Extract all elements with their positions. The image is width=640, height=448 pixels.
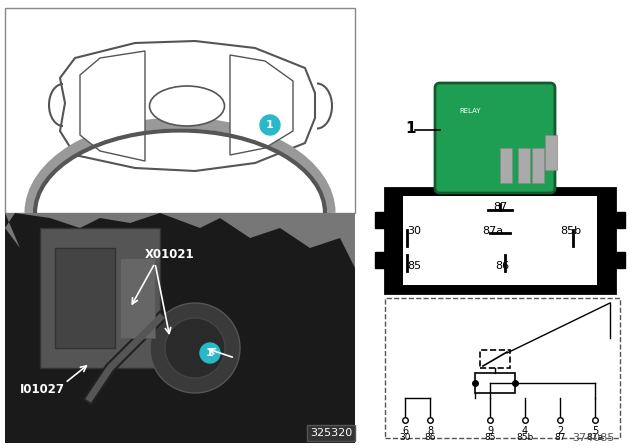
Text: 85: 85 (484, 433, 496, 442)
Bar (375, 252, 393, 268)
Bar (385, 188, 615, 293)
Bar (475, 373, 515, 393)
Bar (532, 148, 544, 183)
Text: X01021: X01021 (145, 248, 195, 261)
Text: 87a: 87a (482, 226, 503, 236)
Bar (480, 350, 510, 368)
Text: RELAY: RELAY (459, 108, 481, 114)
Text: 87a: 87a (586, 433, 604, 442)
Ellipse shape (150, 86, 225, 126)
Text: 4: 4 (522, 426, 528, 436)
Circle shape (260, 115, 280, 135)
Text: 86: 86 (424, 433, 436, 442)
Circle shape (150, 303, 240, 393)
Text: 87: 87 (554, 433, 566, 442)
Circle shape (200, 343, 220, 363)
Text: 6: 6 (402, 426, 408, 436)
Bar (385, 298, 620, 438)
Circle shape (165, 318, 225, 378)
Bar (5, 8, 355, 213)
PathPatch shape (60, 41, 315, 171)
Text: 325320: 325320 (310, 428, 352, 438)
Text: 30: 30 (407, 226, 421, 236)
Text: 5: 5 (592, 426, 598, 436)
PathPatch shape (230, 55, 293, 155)
Bar (5, 213, 355, 443)
Bar (40, 228, 160, 368)
Text: 30: 30 (399, 433, 411, 442)
Text: 1: 1 (266, 120, 274, 130)
Bar (375, 212, 393, 228)
PathPatch shape (5, 213, 355, 268)
Text: 86: 86 (495, 261, 509, 271)
Bar (403, 196, 597, 285)
PathPatch shape (80, 51, 145, 161)
Text: 1: 1 (405, 121, 415, 136)
Text: I01027: I01027 (20, 383, 65, 396)
Text: 87: 87 (493, 202, 507, 212)
Text: 1: 1 (206, 348, 214, 358)
Text: 85: 85 (407, 261, 421, 271)
Text: 9: 9 (487, 426, 493, 436)
FancyBboxPatch shape (435, 83, 555, 193)
Bar (500, 148, 512, 183)
Bar (120, 258, 155, 338)
Bar (55, 248, 115, 348)
Bar (518, 148, 530, 183)
Bar (607, 252, 625, 268)
Text: 374085: 374085 (573, 433, 615, 443)
Text: 8: 8 (427, 426, 433, 436)
Text: 85b: 85b (560, 226, 581, 236)
Text: 85b: 85b (516, 433, 534, 442)
Bar (607, 212, 625, 228)
Bar (545, 135, 557, 170)
Text: 2: 2 (557, 426, 563, 436)
